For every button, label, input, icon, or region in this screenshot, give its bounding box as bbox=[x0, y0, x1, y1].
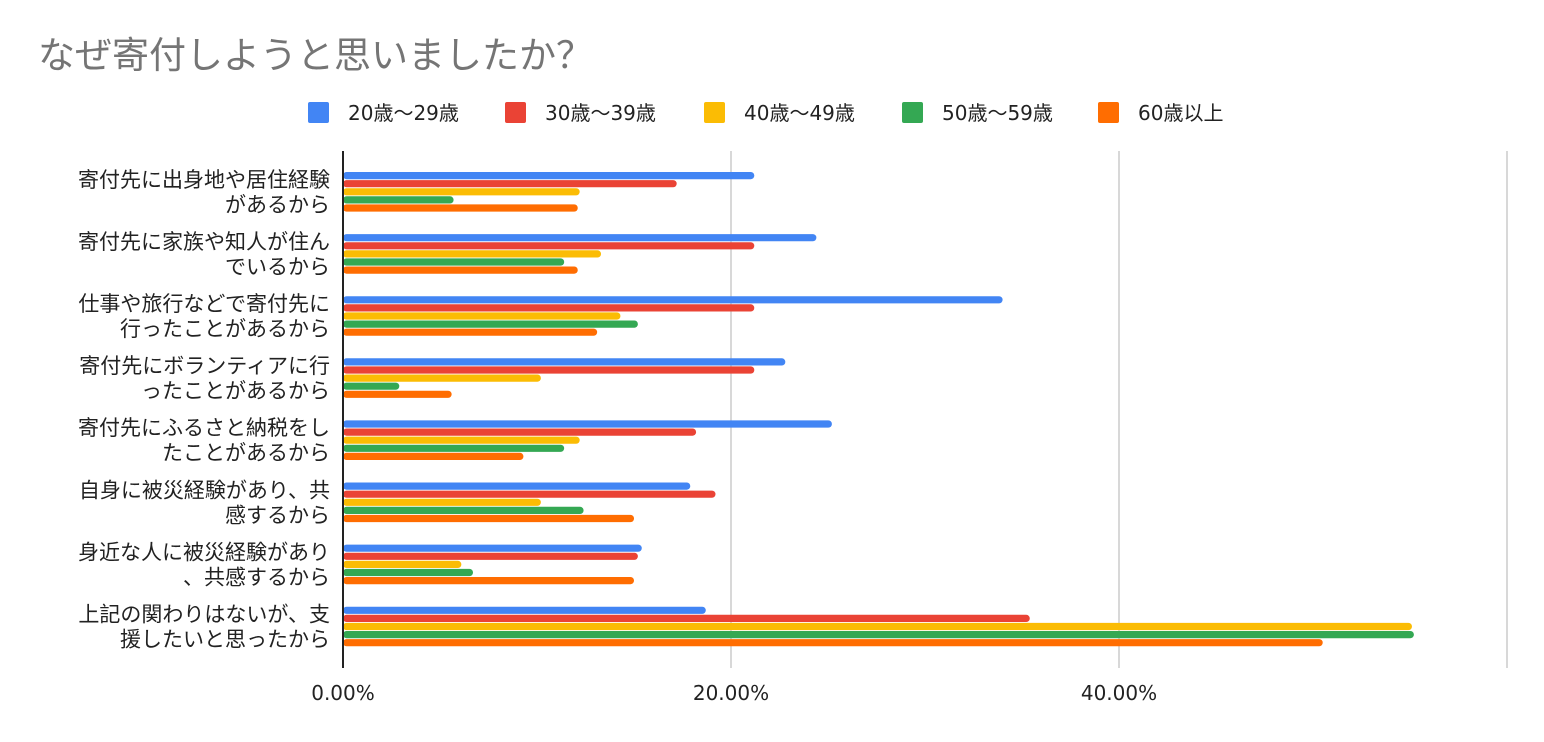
x-tick-labels: 0.00% 20.00% 40.00% bbox=[311, 681, 1157, 705]
bar-cat1-series3 bbox=[343, 188, 580, 196]
bar-cat8-series4 bbox=[343, 631, 1414, 639]
legend-label-1: 20歳〜29歳 bbox=[348, 101, 459, 125]
category-labels: 寄付先に出身地や居住経験があるから寄付先に家族や知人が住んでいるから仕事や旅行な… bbox=[78, 168, 330, 652]
legend-swatch-1 bbox=[308, 102, 329, 123]
bar-cat2-series3 bbox=[343, 250, 602, 258]
legend-label-5: 60歳以上 bbox=[1138, 101, 1223, 125]
x-tick-label-3: 40.00% bbox=[1081, 681, 1157, 705]
bar-cat5-series4 bbox=[343, 444, 565, 452]
bar-cat4-series2 bbox=[343, 366, 755, 374]
bar-cat5-series1 bbox=[343, 420, 832, 428]
bar-cat6-series4 bbox=[343, 506, 584, 514]
category-label-6-line-2: 感するから bbox=[225, 503, 330, 527]
bar-cat4-series1 bbox=[343, 358, 786, 366]
legend-swatch-3 bbox=[704, 102, 725, 123]
chart-title: なぜ寄付しようと思いましたか？ bbox=[38, 34, 593, 77]
bar-cat6-series2 bbox=[343, 490, 716, 498]
category-label-1-line-1: 寄付先に出身地や居住経験 bbox=[78, 168, 330, 192]
x-tick-label-1: 0.00% bbox=[311, 681, 375, 705]
legend-label-4: 50歳〜59歳 bbox=[942, 101, 1053, 125]
category-label-4-line-1: 寄付先にボランティアに行 bbox=[79, 354, 330, 378]
chart-legend: 20歳〜29歳 30歳〜39歳 40歳〜49歳 50歳〜59歳 60歳以上 bbox=[308, 101, 1223, 125]
bar-cat5-series3 bbox=[343, 436, 580, 444]
bar-cat2-series2 bbox=[343, 242, 755, 250]
bar-cat1-series5 bbox=[343, 204, 578, 212]
bar-cat3-series1 bbox=[343, 296, 1003, 304]
category-label-1-line-2: があるから bbox=[225, 193, 330, 217]
bar-cat4-series5 bbox=[343, 390, 452, 398]
category-label-2-line-1: 寄付先に家族や知人が住ん bbox=[78, 230, 330, 254]
bar-cat2-series4 bbox=[343, 258, 565, 266]
bar-cat7-series5 bbox=[343, 577, 634, 585]
bar-cat2-series1 bbox=[343, 234, 817, 242]
bars bbox=[343, 172, 1414, 647]
bar-cat7-series1 bbox=[343, 544, 642, 552]
category-label-3-line-1: 仕事や旅行などで寄付先に bbox=[78, 292, 330, 316]
bar-cat7-series2 bbox=[343, 552, 638, 560]
category-label-8-line-1: 上記の関わりはないが、支 bbox=[78, 603, 330, 627]
bar-cat3-series3 bbox=[343, 312, 621, 320]
bar-cat3-series5 bbox=[343, 328, 598, 336]
bar-cat8-series3 bbox=[343, 622, 1412, 631]
category-label-6-line-1: 自身に被災経験があり、共 bbox=[79, 478, 330, 502]
bar-cat3-series2 bbox=[343, 304, 755, 312]
bar-cat8-series1 bbox=[343, 606, 706, 614]
legend-swatch-4 bbox=[902, 102, 923, 123]
category-label-7-line-2: 、共感するから bbox=[183, 565, 330, 589]
category-label-3-line-2: 行ったことがあるから bbox=[120, 317, 330, 341]
legend-swatch-2 bbox=[505, 102, 526, 123]
category-label-2-line-2: でいるから bbox=[225, 255, 330, 279]
bar-cat2-series5 bbox=[343, 266, 578, 274]
bar-cat5-series2 bbox=[343, 428, 697, 436]
legend-label-2: 30歳〜39歳 bbox=[545, 101, 656, 125]
bar-cat4-series3 bbox=[343, 374, 541, 382]
gridlines bbox=[730, 151, 1508, 668]
bar-cat6-series1 bbox=[343, 482, 691, 490]
bar-cat1-series1 bbox=[343, 172, 755, 180]
bar-cat5-series5 bbox=[343, 452, 524, 460]
category-label-4-line-2: ったことがあるから bbox=[141, 379, 330, 403]
bar-cat7-series4 bbox=[343, 568, 473, 577]
bar-cat6-series3 bbox=[343, 498, 541, 506]
bar-cat4-series4 bbox=[343, 382, 400, 390]
bar-cat6-series5 bbox=[343, 514, 634, 523]
bar-cat3-series4 bbox=[343, 320, 638, 328]
bar-cat7-series3 bbox=[343, 560, 462, 568]
category-label-7-line-1: 身近な人に被災経験があり bbox=[78, 540, 330, 564]
legend-label-3: 40歳〜49歳 bbox=[744, 101, 855, 125]
category-label-8-line-2: 援したいと思ったから bbox=[120, 628, 330, 652]
category-label-5-line-1: 寄付先にふるさと納税をし bbox=[78, 416, 330, 440]
category-label-5-line-2: たことがあるから bbox=[162, 441, 330, 465]
bar-cat1-series2 bbox=[343, 180, 677, 188]
legend-swatch-5 bbox=[1098, 102, 1119, 123]
bar-cat8-series5 bbox=[343, 639, 1323, 647]
bar-cat1-series4 bbox=[343, 196, 454, 204]
x-tick-label-2: 20.00% bbox=[693, 681, 769, 705]
bar-cat8-series2 bbox=[343, 614, 1030, 622]
